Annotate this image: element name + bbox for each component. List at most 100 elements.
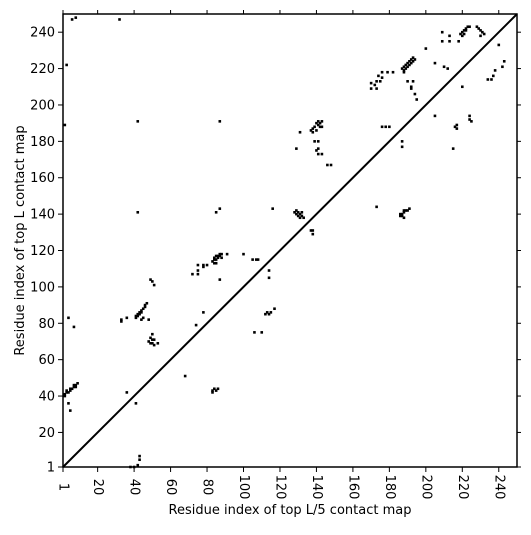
contact-point-upper-triangle-95 [316,140,320,143]
y-tick-label-5: 100 [30,280,55,295]
contact-point-upper-triangle-128 [388,125,391,129]
contact-point-upper-triangle-64 [220,252,223,256]
x-axis-label: Residue index of top L/5 contact map [169,503,412,518]
contact-point-upper-triangle-17 [68,387,72,391]
contact-point-upper-triangle-86 [320,120,324,123]
y-tick-label-8: 160 [30,171,55,186]
contact-point-lower-triangle-30 [400,212,404,216]
x-tick-label-5: 100 [236,475,251,500]
contact-point-upper-triangle-163 [462,29,466,32]
contact-point-lower-triangle-16 [156,341,160,345]
data-marks [63,16,506,469]
y-tick-label-11: 220 [30,62,55,77]
contact-point-upper-triangle-182 [451,147,455,150]
contact-point-upper-triangle-180 [468,118,471,121]
contact-point-upper-triangle-188 [501,65,504,69]
contact-point-upper-triangle-146 [409,85,413,89]
contact-point-upper-triangle-7 [136,211,140,214]
contact-point-upper-triangle-76 [269,311,273,314]
contact-point-upper-triangle-113 [311,232,315,236]
contact-point-lower-triangle-19 [194,323,198,327]
contact-point-upper-triangle-109 [298,212,302,216]
contact-point-upper-triangle-21 [74,385,78,389]
contact-point-upper-triangle-178 [461,85,464,89]
contact-point-upper-triangle-34 [138,311,141,314]
contact-point-upper-triangle-10 [271,207,274,210]
contact-point-upper-triangle-110 [302,216,305,220]
contact-point-lower-triangle-10 [149,341,152,345]
contact-point-upper-triangle-28 [125,316,129,320]
contact-point-upper-triangle-136 [408,60,411,63]
contact-point-lower-triangle-0 [67,402,70,405]
contact-point-upper-triangle-159 [457,39,460,43]
contact-point-upper-triangle-33 [138,312,141,316]
contact-point-lower-triangle-8 [134,402,138,405]
contact-point-upper-triangle-183 [486,78,490,81]
contact-point-upper-triangle-123 [380,70,384,74]
x-tick-label-1: 20 [90,479,105,496]
y-axis-label: Residue index of top L contact map [13,125,28,355]
contact-point-upper-triangle-5 [136,120,140,123]
contact-point-upper-triangle-154 [440,39,444,43]
contact-point-upper-triangle-54 [202,311,205,314]
contact-point-upper-triangle-38 [143,305,147,309]
x-tick-label-0: 1 [56,483,71,491]
contact-point-lower-triangle-5 [138,458,141,462]
contact-point-upper-triangle-122 [380,76,384,79]
contact-point-upper-triangle-14 [65,389,68,392]
contact-point-upper-triangle-85 [318,121,322,125]
y-tick-label-9: 180 [30,135,55,150]
contact-point-upper-triangle-117 [373,83,377,87]
contact-point-upper-triangle-171 [479,29,482,32]
contact-point-upper-triangle-120 [378,80,382,83]
contact-point-upper-triangle-77 [265,311,269,314]
contact-point-lower-triangle-20 [211,391,214,394]
contact-point-upper-triangle-151 [433,61,437,65]
diagonal-reference-line [62,13,518,468]
contact-point-upper-triangle-138 [409,58,413,61]
contact-point-upper-triangle-43 [140,318,143,321]
contact-point-upper-triangle-160 [459,32,462,36]
contact-point-lower-triangle-23 [214,389,218,392]
contact-point-upper-triangle-121 [377,74,380,78]
contact-point-upper-triangle-78 [264,312,267,316]
x-tick-label-7: 140 [309,475,324,500]
contact-point-lower-triangle-40 [400,140,404,143]
contact-point-upper-triangle-32 [136,312,140,316]
contact-point-lower-triangle-1 [68,409,72,412]
contact-point-upper-triangle-40 [145,301,149,305]
contact-point-upper-triangle-106 [296,211,300,214]
contact-point-lower-triangle-36 [400,214,404,218]
contact-point-upper-triangle-165 [464,27,468,30]
contact-point-upper-triangle-150 [424,47,428,50]
y-tick-label-3: 60 [38,353,55,368]
contact-point-upper-triangle-144 [406,80,409,83]
y-tick-label-7: 140 [30,208,55,223]
contact-point-upper-triangle-145 [411,80,415,83]
x-axis-ticks: 1 20 40 60 80 100 120 140 160 180 200 220 240 [56,10,506,500]
contact-point-lower-triangle-39 [400,145,404,149]
contact-point-upper-triangle-96 [316,147,320,150]
contact-point-lower-triangle-29 [399,214,402,218]
contact-point-upper-triangle-137 [408,63,411,67]
x-tick-label-2: 40 [127,479,142,496]
contact-point-upper-triangle-47 [191,272,194,276]
y-tick-label-0: 1 [47,461,55,476]
contact-point-upper-triangle-161 [461,30,464,34]
contact-point-upper-triangle-59 [214,254,218,258]
contact-point-upper-triangle-187 [497,43,501,47]
contact-point-upper-triangle-90 [309,129,313,132]
contact-point-upper-triangle-73 [267,276,271,280]
contact-point-upper-triangle-82 [316,120,320,123]
contact-point-upper-triangle-3 [65,63,68,67]
contact-point-upper-triangle-87 [320,125,324,129]
contact-point-upper-triangle-12 [63,392,67,396]
contact-point-lower-triangle-13 [152,338,156,341]
contact-point-upper-triangle-185 [492,74,495,78]
contact-point-lower-triangle-17 [152,343,156,347]
contact-point-upper-triangle-115 [369,87,373,90]
contact-point-upper-triangle-72 [256,258,260,261]
contact-point-upper-triangle-19 [72,385,76,389]
contact-point-upper-triangle-84 [318,125,322,129]
contact-point-upper-triangle-71 [254,258,258,261]
